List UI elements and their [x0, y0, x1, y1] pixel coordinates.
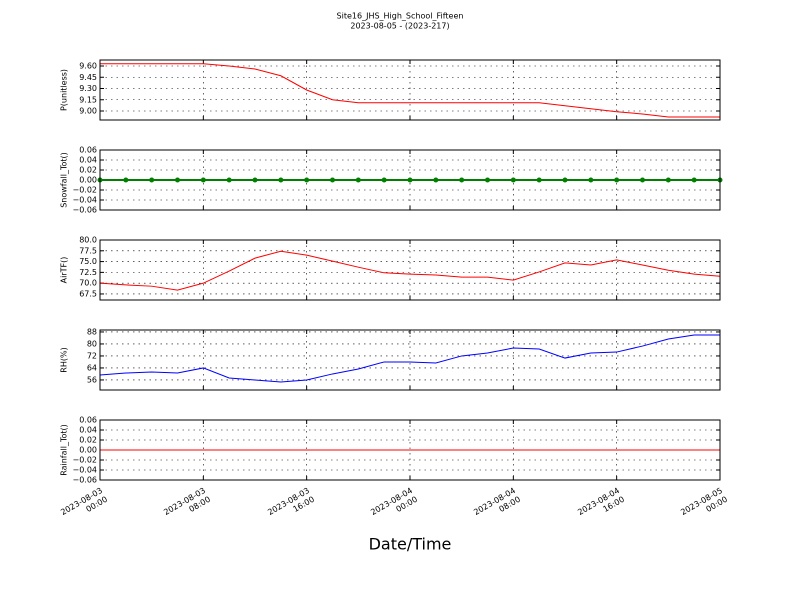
data-point [252, 177, 258, 183]
y-tick-label: −0.02 [72, 456, 97, 465]
data-point [588, 177, 594, 183]
data-point [175, 177, 180, 183]
y-tick-label: 80 [87, 339, 97, 348]
y-tick-label: 9.45 [79, 73, 97, 82]
plot-frame [99, 329, 721, 391]
data-point [355, 177, 361, 183]
chart-title: Site16_JHS_High_School_Fifteen [337, 12, 464, 21]
y-tick-label: 75.0 [79, 257, 97, 266]
y-tick-label: −0.02 [72, 186, 97, 195]
y-tick-label: 67.5 [79, 289, 97, 298]
y-tick-label: 56 [87, 375, 97, 384]
data-point [278, 177, 284, 183]
y-tick-label: 0.04 [79, 426, 97, 435]
data-point [304, 177, 310, 183]
y-tick-label: 9.60 [79, 62, 97, 71]
data-point [562, 177, 568, 183]
data-line [99, 250, 721, 291]
plot-frame [99, 239, 721, 301]
y-tick-label: −0.04 [72, 196, 97, 205]
y-tick-label: −0.04 [72, 466, 97, 475]
data-point [691, 177, 697, 183]
y-tick-label: 64 [87, 363, 97, 372]
y-tick-label: −0.06 [72, 476, 97, 485]
data-point [200, 177, 206, 183]
data-point [407, 177, 413, 183]
data-point [640, 177, 645, 183]
y-tick-label: 9.15 [79, 95, 97, 104]
data-point [510, 177, 516, 183]
y-tick-label: 80.0 [79, 236, 97, 245]
y-tick-label: −0.06 [72, 206, 97, 215]
data-point [614, 177, 620, 183]
y-tick-label: 0.02 [79, 436, 97, 445]
data-point [665, 177, 671, 183]
y-tick-label: 77.5 [79, 246, 97, 255]
data-point [226, 177, 232, 183]
data-point [123, 177, 129, 183]
y-tick-label: 0.02 [79, 166, 97, 175]
data-point [536, 177, 542, 183]
y-tick-label: 0.04 [79, 156, 97, 165]
data-point [485, 177, 490, 183]
y-tick-label: 0.00 [79, 176, 97, 185]
plot-frame [99, 59, 721, 121]
y-tick-label: 0.06 [79, 416, 97, 425]
data-point [149, 177, 155, 183]
plot-frame [99, 149, 721, 211]
y-tick-label: 9.30 [79, 84, 97, 93]
y-axis-label: P(unitless) [60, 69, 69, 111]
data-point [459, 177, 465, 183]
data-point [330, 177, 335, 183]
chart-subtitle: 2023-08-05 - (2023-217) [350, 22, 449, 31]
data-point [433, 177, 439, 183]
y-axis-label: AirTF() [60, 257, 69, 284]
y-axis-label: Snowfall_Tot() [60, 152, 69, 208]
y-tick-label: 9.00 [79, 107, 97, 116]
y-tick-label: 0.06 [79, 146, 97, 155]
y-tick-label: 72.5 [79, 268, 97, 277]
y-axis-label: RH(%) [60, 347, 69, 372]
plot-frame [99, 419, 721, 481]
y-axis-label: Rainfall_Tot() [60, 424, 69, 476]
y-tick-label: 70.0 [79, 279, 97, 288]
y-tick-label: 72 [87, 351, 97, 360]
y-tick-label: 0.00 [79, 446, 97, 455]
y-tick-label: 88 [87, 327, 97, 336]
data-point [381, 177, 387, 183]
data-line [99, 334, 720, 383]
data-line [100, 63, 720, 118]
x-axis-label: Date/Time [369, 535, 452, 554]
